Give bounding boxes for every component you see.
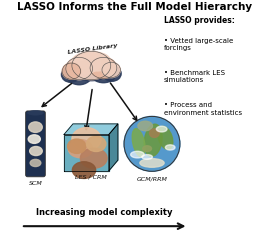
Polygon shape (64, 124, 118, 134)
Ellipse shape (150, 129, 159, 138)
Ellipse shape (165, 145, 175, 150)
Ellipse shape (29, 122, 42, 132)
Ellipse shape (68, 139, 86, 153)
Ellipse shape (72, 128, 101, 150)
Ellipse shape (28, 135, 40, 143)
Ellipse shape (28, 110, 43, 115)
Polygon shape (64, 134, 109, 171)
Ellipse shape (103, 66, 121, 81)
Ellipse shape (90, 62, 117, 83)
Ellipse shape (156, 126, 167, 132)
Ellipse shape (30, 146, 42, 156)
Ellipse shape (90, 57, 117, 78)
Text: LES / CRM: LES / CRM (75, 175, 107, 180)
Ellipse shape (66, 62, 93, 85)
Ellipse shape (72, 162, 96, 179)
Text: LASSO Library: LASSO Library (67, 43, 118, 55)
Ellipse shape (71, 53, 100, 73)
Ellipse shape (140, 159, 164, 167)
Ellipse shape (102, 62, 120, 78)
Text: • Vetted large-scale
forcings: • Vetted large-scale forcings (164, 38, 233, 51)
Text: LASSO provides:: LASSO provides: (164, 16, 235, 25)
Text: • Benchmark LES
simulations: • Benchmark LES simulations (164, 70, 225, 83)
Text: SCM: SCM (29, 181, 42, 186)
Ellipse shape (138, 121, 153, 131)
Ellipse shape (73, 60, 110, 81)
Polygon shape (109, 124, 118, 171)
Text: Increasing model complexity: Increasing model complexity (36, 208, 173, 217)
Ellipse shape (30, 159, 41, 167)
Ellipse shape (86, 136, 106, 151)
Text: LASSO Informs the Full Model Hierarchy: LASSO Informs the Full Model Hierarchy (18, 2, 252, 12)
Ellipse shape (68, 140, 93, 158)
Ellipse shape (143, 146, 151, 151)
Ellipse shape (62, 67, 80, 82)
Ellipse shape (84, 53, 111, 71)
Ellipse shape (80, 148, 107, 168)
Ellipse shape (158, 126, 173, 150)
Ellipse shape (132, 129, 145, 157)
Text: • Process and
environment statistics: • Process and environment statistics (164, 102, 242, 116)
Ellipse shape (142, 155, 153, 159)
Ellipse shape (66, 57, 93, 80)
Ellipse shape (131, 151, 144, 158)
Ellipse shape (72, 51, 111, 80)
Circle shape (124, 116, 180, 171)
Ellipse shape (62, 63, 81, 79)
Ellipse shape (144, 124, 162, 156)
Text: GCM/RRM: GCM/RRM (137, 177, 167, 181)
FancyBboxPatch shape (26, 111, 45, 177)
